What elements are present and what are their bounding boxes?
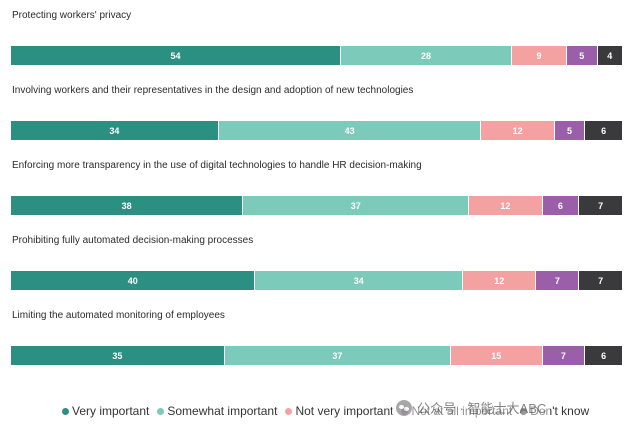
bar-segment: 6 [585, 346, 622, 365]
bar-segment: 5 [554, 121, 586, 140]
category-label: Involving workers and their representati… [12, 85, 414, 96]
watermark: 公众号 · 智能士大ABC [392, 397, 551, 418]
watermark-text: 公众号 · 智能士大ABC [417, 401, 547, 416]
stacked-bar: 35 37 15 7 6 [11, 346, 622, 365]
bar-segment: 7 [542, 346, 586, 365]
bar-segment: 12 [463, 271, 537, 290]
bar-segment: 34 [11, 121, 219, 140]
legend-label: Don't know [530, 404, 590, 418]
bar-segment: 37 [224, 346, 451, 365]
category-label: Limiting the automated monitoring of emp… [12, 310, 225, 321]
legend-item: Somewhat important [157, 404, 277, 418]
wechat-icon [396, 399, 412, 416]
bar-segment: 38 [11, 196, 244, 215]
bar-segment: 35 [11, 346, 225, 365]
legend-swatch [62, 407, 69, 415]
bar-segment: 5 [567, 46, 598, 65]
bar-segment: 7 [579, 271, 622, 290]
bar-segment: 54 [11, 46, 341, 65]
bar-segment: 43 [218, 121, 482, 140]
category-label: Enforcing more transparency in the use o… [12, 160, 422, 171]
bar-segment: 7 [579, 196, 622, 215]
stacked-bar: 40 34 12 7 7 [11, 271, 622, 290]
legend-swatch [285, 407, 293, 415]
bar-segment: 7 [536, 271, 580, 290]
bar-segment: 4 [597, 46, 622, 65]
stacked-bar: 38 37 12 6 7 [11, 196, 622, 215]
bar-segment: 12 [469, 196, 543, 215]
legend-swatch [157, 407, 165, 415]
legend-item: Don't know [520, 404, 589, 418]
bar-segment: 9 [512, 46, 567, 65]
stacked-bar: 54 28 9 5 4 [11, 46, 622, 65]
stacked-bar: 34 43 12 5 6 [11, 121, 622, 140]
bar-segment: 15 [450, 346, 543, 365]
legend-label: Very important [72, 404, 150, 418]
legend-label: Not very important [295, 404, 394, 418]
legend-item: Not very important [285, 404, 393, 418]
bar-segment: 6 [585, 121, 622, 140]
bar-segment: 12 [481, 121, 555, 140]
chart-legend: Very important Somewhat important Not very… [62, 404, 589, 418]
bar-segment: 6 [542, 196, 580, 215]
category-label: Protecting workers' privacy [12, 10, 132, 21]
legend-label: Not at all important [411, 404, 512, 418]
category-label: Prohibiting fully automated decision-mak… [12, 235, 254, 246]
bar-segment: 28 [340, 46, 513, 65]
bar-segment: 40 [11, 271, 256, 290]
legend-swatch [520, 407, 528, 415]
legend-item: Very important [62, 404, 149, 418]
legend-label: Somewhat important [167, 404, 278, 418]
bar-segment: 34 [255, 271, 464, 290]
bar-segment: 37 [243, 196, 470, 215]
